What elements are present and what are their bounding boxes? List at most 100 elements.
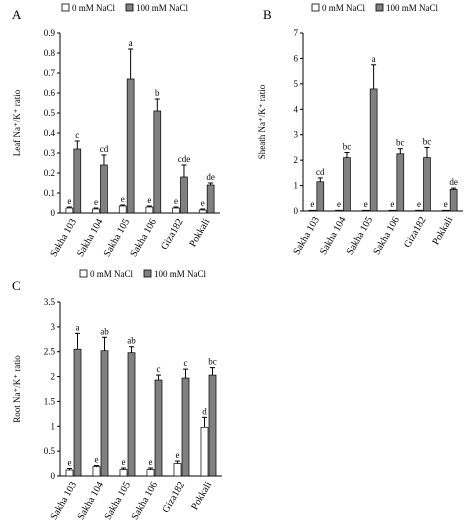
bar-control <box>335 209 343 212</box>
bar-salt <box>153 110 162 214</box>
y-tick-label: 3.5 <box>44 297 56 307</box>
significance-letter: ab <box>127 336 136 346</box>
y-tick-label: 2 <box>51 372 56 382</box>
x-tick-label: Pokkali <box>430 215 455 247</box>
significance-letter: e <box>121 194 125 204</box>
significance-letter: a <box>129 38 133 48</box>
y-axis-label: Leaf Na⁺/K⁺ ratio <box>12 89 22 156</box>
significance-letter: c <box>75 130 79 140</box>
significance-letter: e <box>417 199 421 209</box>
x-tick-label: Sakha 105 <box>103 480 134 522</box>
y-tick-label: 4 <box>294 104 299 114</box>
significance-letter: e <box>444 199 448 209</box>
significance-letter: bc <box>208 357 217 367</box>
y-tick-label: 6 <box>294 53 299 63</box>
bar-salt <box>154 379 163 477</box>
y-tick-label: 1 <box>51 421 56 431</box>
bar-control <box>361 209 370 212</box>
significance-letter: bc <box>396 138 405 148</box>
x-tick-label: Sakha 103 <box>48 217 79 259</box>
bar-control <box>200 426 209 477</box>
bar-control <box>92 208 100 214</box>
bar-control <box>146 469 155 477</box>
bar-control <box>388 209 397 212</box>
significance-letter: e <box>364 199 368 209</box>
y-tick-label: 5 <box>294 79 299 89</box>
significance-letter: a <box>76 322 80 332</box>
bar-salt <box>369 88 378 212</box>
chart-panel-b: B 0 mM NaCl 100 mM NaCl Sheath Na⁺/K⁺ ratio… <box>257 3 463 257</box>
y-tick-label: 0.5 <box>44 108 56 118</box>
significance-letter: e <box>337 199 341 209</box>
significance-letter: e <box>94 197 98 207</box>
chart-panel-c: C 0 mM NaCl 100 mM NaCl Root Na⁺/K⁺ ratio 0 0… <box>12 269 222 522</box>
x-tick-label: Pokkali <box>189 480 214 512</box>
significance-letter: bc <box>343 142 352 152</box>
y-tick-label: 0.4 <box>44 128 56 138</box>
x-tick-label: Sakha 104 <box>76 480 107 522</box>
y-tick-label: 0 <box>294 206 299 216</box>
y-tick-label: 0.8 <box>44 48 56 58</box>
bar-salt <box>126 78 135 214</box>
significance-letter: de <box>449 177 458 187</box>
y-tick-label: 0.5 <box>44 446 56 456</box>
y-tick-label: 0.1 <box>44 188 55 198</box>
x-tick-label: Sakha 103 <box>291 215 322 257</box>
significance-letter: d <box>202 406 207 416</box>
bar-control <box>441 209 450 212</box>
significance-letter: cd <box>316 167 325 177</box>
bar-control <box>415 209 423 212</box>
bar-control <box>198 209 207 214</box>
x-tick-label: Giza182 <box>161 480 187 515</box>
y-tick-label: 0.6 <box>44 88 56 98</box>
significance-letter: e <box>175 450 179 460</box>
significance-letter: e <box>310 199 314 209</box>
significance-letter: cd <box>100 144 109 154</box>
legend-swatch <box>79 269 88 278</box>
y-tick-label: 0.3 <box>44 148 56 158</box>
bar-salt <box>73 348 82 477</box>
x-tick-label: Giza182 <box>159 217 185 252</box>
legend-swatch <box>61 3 70 12</box>
bar-salt <box>343 157 351 212</box>
bar-salt <box>180 176 188 214</box>
legend-label: 100 mM NaCl <box>136 3 189 13</box>
y-tick-label: 0 <box>51 471 56 481</box>
significance-letter: e <box>201 198 205 208</box>
y-tick-label: 3 <box>51 322 56 332</box>
legend-label: 100 mM NaCl <box>386 3 439 13</box>
y-axis-label: Root Na⁺/K⁺ ratio <box>12 355 22 423</box>
x-tick-label: Sakha 105 <box>102 217 133 259</box>
bar-control <box>65 469 74 477</box>
y-tick-label: 1 <box>294 181 299 191</box>
bar-control <box>118 205 127 214</box>
significance-letter: e <box>94 455 98 465</box>
x-tick-label: Sakha 104 <box>75 217 106 259</box>
bar-salt <box>73 148 82 214</box>
bar-control <box>145 206 154 214</box>
significance-letter: de <box>206 172 215 182</box>
bar-salt <box>206 184 215 214</box>
bar-salt <box>100 350 109 477</box>
chart-panel-a: A 0 mM NaCl 100 mM NaCl Leaf Na⁺/K⁺ ratio 0 0… <box>12 3 220 259</box>
legend-label: 100 mM NaCl <box>154 269 207 279</box>
y-tick-label: 3 <box>294 130 299 140</box>
x-tick-label: Sakha 106 <box>371 215 402 257</box>
significance-letter: a <box>372 54 376 64</box>
significance-letter: c <box>184 358 188 368</box>
bar-salt <box>316 181 325 212</box>
y-tick-label: 0.9 <box>44 28 56 38</box>
significance-letter: e <box>390 199 394 209</box>
significance-letter: e <box>147 195 151 205</box>
legend-label: 0 mM NaCl <box>90 269 134 279</box>
y-tick-label: 7 <box>294 28 299 38</box>
bar-salt <box>449 189 458 212</box>
y-tick-label: 0 <box>51 208 56 218</box>
chart-legend: 0 mM NaCl 100 mM NaCl <box>311 3 439 13</box>
panel-letter: C <box>12 278 21 293</box>
y-tick-label: 2.5 <box>44 347 56 357</box>
x-tick-label: Sakha 104 <box>318 215 349 257</box>
panel-letter: A <box>12 7 22 22</box>
significance-letter: e <box>67 458 71 468</box>
